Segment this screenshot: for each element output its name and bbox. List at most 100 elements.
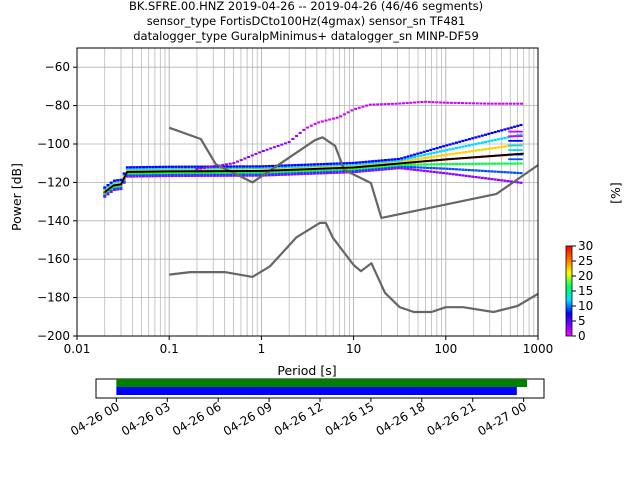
density-cell — [264, 168, 268, 171]
density-cell — [361, 170, 365, 173]
density-cell — [496, 138, 500, 141]
density-cell — [290, 167, 294, 170]
density-cell-upper — [206, 166, 210, 169]
density-cell-stack — [512, 144, 517, 147]
density-cell — [329, 171, 333, 175]
density-cell — [219, 171, 223, 174]
density-cell — [387, 161, 391, 165]
density-cell — [164, 165, 168, 168]
density-cell — [503, 136, 507, 140]
density-cell — [419, 157, 423, 160]
density-cell-upper — [313, 122, 317, 125]
density-cell-upper — [405, 102, 409, 105]
density-cell — [267, 164, 271, 168]
density-cell — [429, 148, 433, 152]
density-cell — [190, 173, 194, 176]
density-cell — [274, 173, 278, 177]
density-cell — [387, 167, 391, 171]
density-cell — [435, 171, 439, 174]
density-cell — [222, 171, 226, 174]
density-cell — [509, 126, 513, 129]
density-cell — [154, 167, 158, 170]
density-cell — [490, 139, 494, 142]
density-cell — [351, 163, 355, 166]
density-cell — [158, 171, 162, 175]
density-cell — [306, 171, 310, 174]
density-cell — [467, 150, 471, 153]
density-cell — [306, 163, 310, 166]
density-cell — [141, 173, 145, 176]
density-cell — [332, 171, 336, 174]
density-cell — [380, 160, 384, 164]
density-cell-upper — [239, 159, 243, 162]
density-cell — [196, 171, 200, 174]
density-cell — [300, 171, 304, 174]
density-cell — [193, 168, 197, 171]
density-cell — [174, 173, 178, 176]
density-cell — [193, 171, 197, 174]
density-cell — [364, 163, 368, 166]
density-cell — [135, 167, 139, 170]
density-cell-upper — [464, 102, 468, 105]
density-cell — [390, 159, 394, 163]
density-cell — [216, 168, 220, 171]
colorbar-gradient — [565, 245, 573, 337]
density-cell — [438, 154, 442, 157]
density-cell — [177, 173, 181, 176]
density-cell — [222, 174, 226, 177]
density-cell — [503, 128, 507, 131]
density-cell — [154, 171, 158, 175]
density-cell — [484, 162, 488, 165]
density-cell — [116, 179, 120, 182]
density-cell — [519, 133, 523, 136]
density-cell — [506, 136, 510, 139]
density-cell — [338, 165, 342, 168]
density-cell — [187, 168, 191, 171]
density-cell — [403, 158, 407, 161]
density-cell — [167, 174, 171, 178]
density-cell — [306, 165, 310, 168]
density-cell-upper — [394, 102, 398, 105]
density-cell-upper — [324, 119, 328, 122]
density-cell — [271, 166, 275, 169]
density-cell — [264, 165, 268, 168]
density-cell — [167, 165, 171, 168]
density-cell — [167, 171, 171, 174]
density-cell — [419, 154, 423, 157]
density-cell — [119, 178, 123, 181]
density-cell — [371, 166, 375, 169]
y-tick-label: −200 — [37, 329, 70, 343]
density-cell — [348, 168, 352, 171]
timeline-tick-label: 04-26 00 — [68, 399, 122, 438]
density-cell — [496, 162, 500, 165]
density-cell — [303, 166, 307, 169]
density-cell — [480, 176, 484, 179]
density-cell — [300, 165, 304, 168]
density-cell — [274, 170, 278, 174]
density-cell — [219, 166, 223, 170]
density-cell-upper — [350, 109, 354, 112]
density-cell — [413, 168, 417, 171]
density-cell — [332, 170, 336, 173]
density-cell — [254, 168, 258, 171]
density-cell — [196, 173, 200, 176]
density-cell — [358, 170, 362, 173]
density-cell — [122, 172, 126, 175]
density-cell — [490, 170, 494, 173]
density-cell — [493, 170, 497, 173]
density-cell — [451, 162, 455, 166]
density-cell — [129, 169, 133, 172]
density-cell — [377, 167, 381, 170]
density-cell — [519, 181, 523, 184]
density-cell — [461, 168, 465, 171]
density-cell — [280, 167, 284, 170]
density-cell — [132, 173, 136, 177]
density-cell — [316, 166, 320, 169]
density-cell — [280, 173, 284, 176]
density-cell — [422, 157, 426, 160]
density-cell — [229, 173, 233, 176]
density-cell — [335, 162, 339, 165]
density-cell — [203, 168, 207, 171]
density-cell-stack — [518, 149, 523, 151]
density-cell — [122, 180, 126, 183]
